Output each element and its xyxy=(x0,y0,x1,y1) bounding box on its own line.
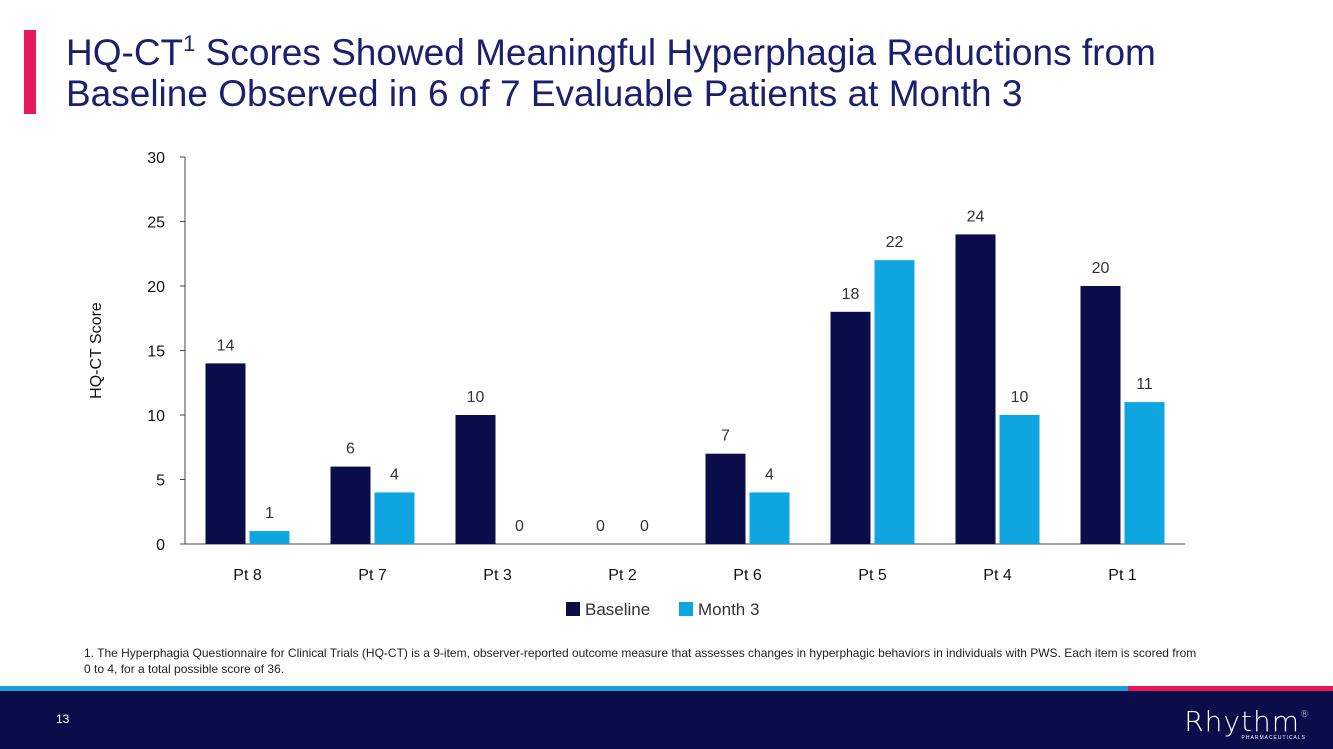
title-rest: Scores Showed Meaningful Hyperphagia Red… xyxy=(66,32,1156,114)
data-label-baseline: 20 xyxy=(1092,260,1110,277)
footer-stripe-blue xyxy=(0,686,1128,691)
legend-label-baseline: Baseline xyxy=(585,600,650,619)
data-label-baseline: 18 xyxy=(842,286,860,303)
y-tick-label: 5 xyxy=(156,473,165,490)
bar-baseline xyxy=(455,415,496,544)
data-label-month-3: 0 xyxy=(640,518,649,535)
x-tick-label: Pt 8 xyxy=(233,567,262,584)
x-tick-label: Pt 2 xyxy=(608,567,637,584)
bar-baseline xyxy=(1080,286,1121,544)
footnote: 1. The Hyperphagia Questionnaire for Cli… xyxy=(84,646,1197,676)
data-label-month-3: 22 xyxy=(886,234,904,251)
y-tick-label: 30 xyxy=(147,150,165,167)
data-label-baseline: 14 xyxy=(217,337,235,354)
data-label-baseline: 24 xyxy=(967,208,985,225)
x-tick-label: Pt 7 xyxy=(358,567,387,584)
y-tick-label: 20 xyxy=(147,279,165,296)
legend-swatch-baseline xyxy=(566,602,580,616)
page-number: 13 xyxy=(56,712,70,726)
x-tick-label: Pt 5 xyxy=(858,567,887,584)
bar-baseline xyxy=(830,311,871,544)
bar-baseline xyxy=(330,466,371,544)
x-tick-label: Pt 3 xyxy=(483,567,512,584)
data-label-baseline: 7 xyxy=(721,428,730,445)
bar-baseline xyxy=(205,363,246,544)
bar-month-3 xyxy=(249,531,290,544)
y-tick-label: 0 xyxy=(156,537,165,554)
bar-month-3 xyxy=(374,492,415,544)
y-tick-label: 25 xyxy=(147,215,165,232)
x-tick-label: Pt 1 xyxy=(1108,567,1137,584)
slide-title: HQ-CT1 Scores Showed Meaningful Hyperpha… xyxy=(66,32,1306,114)
data-label-month-3: 1 xyxy=(265,505,274,522)
title-accent-bar xyxy=(24,30,36,114)
data-label-baseline: 0 xyxy=(596,518,605,535)
logo-registered-mark: ® xyxy=(1300,710,1310,720)
bar-month-3 xyxy=(999,415,1040,544)
hq-ct-bar-chart: 0 5 10 15 20 25 30 HQ-CT Score 14 1 Pt 8 6 4 Pt 7 10 0 P… xyxy=(88,150,1185,619)
bar-month-3 xyxy=(874,260,915,544)
data-label-month-3: 4 xyxy=(765,466,774,483)
title-footnote-marker: 1 xyxy=(183,31,196,56)
bar-baseline xyxy=(705,453,746,544)
bar-baseline xyxy=(955,234,996,544)
title-prefix: HQ-CT xyxy=(66,32,184,73)
logo-subtitle: PHARMACEUTICALS xyxy=(1241,735,1306,741)
rhythm-logo: Rhythm® PHARMACEUTICALS xyxy=(1162,700,1310,742)
x-tick-label: Pt 4 xyxy=(983,567,1012,584)
y-tick-label: 10 xyxy=(147,408,165,425)
y-axis-label: HQ-CT Score xyxy=(88,302,105,399)
data-label-month-3: 0 xyxy=(515,518,524,535)
data-label-baseline: 6 xyxy=(346,441,355,458)
data-label-month-3: 10 xyxy=(1011,389,1029,406)
footer-bar xyxy=(0,691,1333,749)
data-label-month-3: 11 xyxy=(1136,376,1153,393)
legend-swatch-month-3 xyxy=(679,602,693,616)
footer-stripe-pink xyxy=(1128,686,1333,691)
bar-month-3 xyxy=(749,492,790,544)
data-label-month-3: 4 xyxy=(390,466,399,483)
y-tick-label: 15 xyxy=(147,344,165,361)
legend-label-month-3: Month 3 xyxy=(698,600,759,619)
bar-month-3 xyxy=(1124,402,1165,544)
data-label-baseline: 10 xyxy=(467,389,485,406)
x-tick-label: Pt 6 xyxy=(733,567,762,584)
logo-wordmark: Rhythm xyxy=(1184,705,1300,738)
